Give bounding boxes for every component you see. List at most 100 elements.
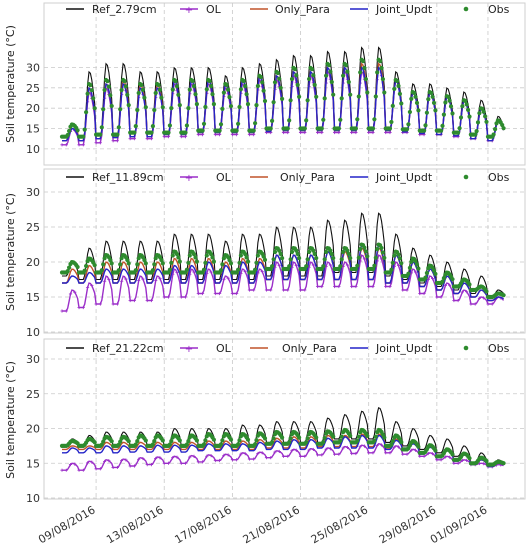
ol-marker [277, 449, 281, 454]
obs-point [375, 70, 380, 75]
ol-marker [213, 291, 217, 296]
obs-point [277, 248, 282, 253]
ol-marker [260, 451, 264, 455]
obs-point [271, 436, 276, 441]
obs-point [169, 439, 174, 444]
obs-point [261, 88, 266, 93]
obs-point [184, 123, 189, 128]
obs-point [150, 124, 155, 129]
ol-marker [247, 288, 252, 292]
obs-point [287, 118, 292, 123]
obs-point [221, 256, 226, 261]
obs-point [362, 245, 367, 250]
ol-marker [141, 456, 145, 461]
ol-marker [324, 447, 328, 451]
obs-point [456, 130, 461, 135]
ol-marker [350, 451, 354, 456]
ol-marker [162, 295, 166, 299]
obs-point [118, 262, 123, 267]
y-tick-label: 30 [26, 353, 40, 366]
ol-marker [196, 133, 200, 137]
obs-point [251, 128, 256, 133]
ol-marker [367, 451, 371, 455]
ol-marker [102, 459, 107, 464]
obs-point [362, 65, 367, 71]
obs-point [133, 268, 138, 273]
ol-marker [128, 137, 132, 141]
ol-marker [362, 257, 367, 261]
ol-marker [115, 302, 119, 306]
obs-point [177, 103, 182, 108]
obs-point [85, 91, 90, 96]
y-tick-label: 20 [26, 423, 40, 436]
obs-point [261, 254, 266, 259]
obs-point [150, 268, 155, 273]
ol-marker [281, 288, 286, 292]
obs-point [125, 92, 130, 97]
y-tick-label: 30 [26, 61, 40, 74]
obs-point [319, 126, 324, 131]
obs-point [118, 107, 123, 112]
x-tick-label: 21/08/2016 [241, 503, 302, 546]
obs-point [140, 87, 145, 92]
obs-point [314, 435, 319, 440]
obs-point [326, 63, 331, 68]
obs-point [373, 434, 378, 439]
obs-point [484, 119, 489, 124]
obs-point [348, 92, 353, 97]
obs-point [322, 96, 327, 101]
series-line-ol [62, 443, 504, 471]
ol-marker [333, 130, 337, 135]
obs-point [243, 252, 248, 257]
legend-label-joint-updt: Joint_Updt [375, 3, 433, 16]
obs-point [338, 264, 343, 269]
obs-point [399, 101, 404, 106]
legend-marker-ol: + [185, 5, 193, 16]
obs-point [288, 98, 293, 103]
ol-marker [252, 457, 256, 461]
obs-point [186, 439, 191, 444]
ol-marker [196, 291, 200, 296]
obs-point [194, 102, 199, 107]
obs-point [227, 95, 232, 100]
series-line-ref [62, 212, 504, 298]
obs-point [309, 67, 314, 72]
ol-marker [98, 141, 102, 145]
obs-point [390, 439, 395, 444]
legend: Ref_21.22cm + OL Only_Para Joint_Updt Ob… [66, 342, 510, 355]
ol-marker [196, 460, 200, 464]
obs-point [493, 127, 498, 132]
y-tick-label: 20 [26, 102, 40, 115]
legend-swatch-obs [463, 174, 469, 180]
obs-point [440, 123, 445, 128]
obs-point [372, 263, 377, 268]
ol-marker [320, 284, 324, 289]
obs-point [133, 124, 138, 129]
ol-marker [418, 291, 422, 296]
obs-point [399, 440, 404, 445]
obs-point [414, 262, 420, 267]
obs-point [194, 438, 199, 443]
obs-point [380, 250, 385, 255]
obs-point [237, 438, 242, 443]
ol-marker [200, 291, 205, 296]
obs-point [339, 434, 344, 439]
obs-point [153, 90, 158, 96]
obs-point [238, 87, 243, 92]
ol-marker [345, 445, 349, 450]
obs-point [118, 439, 123, 444]
ol-marker [473, 302, 477, 306]
obs-point [277, 76, 282, 81]
obs-point [375, 247, 380, 252]
obs-point [245, 259, 251, 264]
obs-point [414, 100, 420, 105]
obs-point [289, 249, 295, 255]
ol-marker [320, 453, 324, 457]
ol-marker [247, 457, 252, 461]
obs-point [220, 438, 225, 443]
ol-marker [388, 451, 392, 455]
ol-marker [350, 130, 354, 135]
obs-point [448, 104, 454, 109]
obs-point [271, 100, 276, 105]
obs-point [304, 264, 309, 269]
